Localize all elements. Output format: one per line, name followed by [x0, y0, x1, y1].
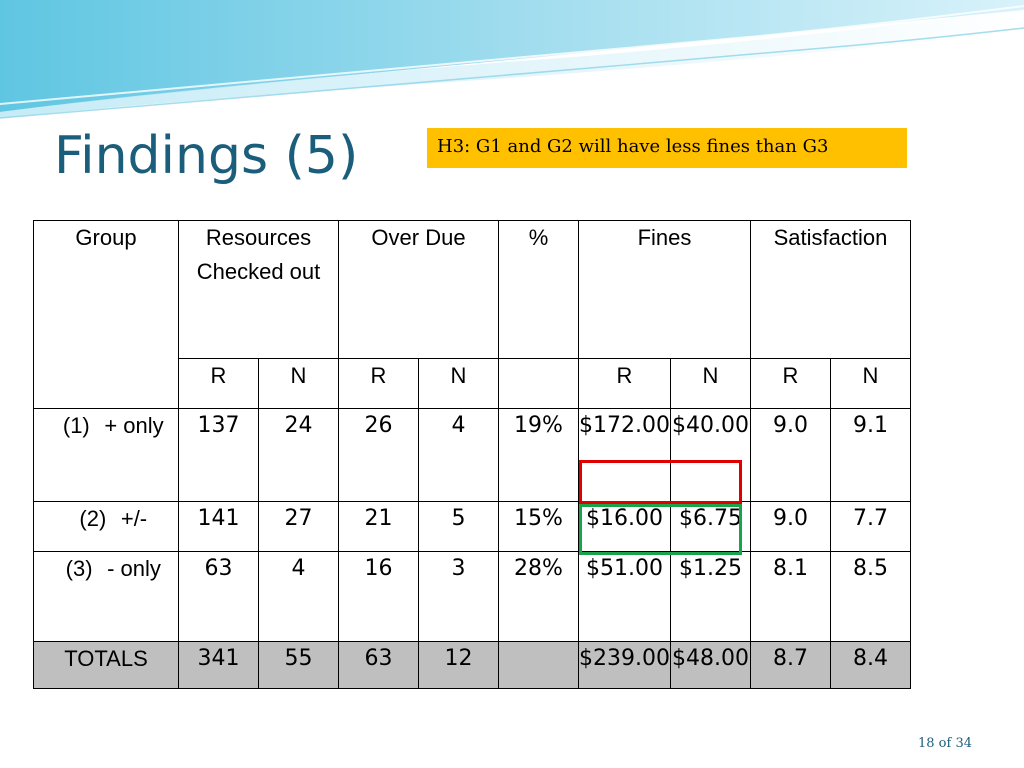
table-cell: 7.7 [829, 501, 911, 552]
subheader-cell: N [829, 358, 911, 409]
red-highlight-box [579, 460, 742, 504]
group-label: +/- [120, 506, 148, 531]
green-highlight-box [579, 504, 742, 555]
subheader-cell: R [338, 358, 419, 409]
table-cell: 19% [498, 408, 579, 502]
table-cell: 9.1 [829, 408, 911, 502]
page-number: 18 of 34 [918, 736, 972, 751]
table-cell: 27 [258, 501, 339, 552]
table-cell: 8.7 [749, 641, 831, 689]
table-cell: 12 [418, 641, 499, 689]
subheader-cell [498, 358, 579, 409]
table-cell: 4 [418, 408, 499, 502]
table-cell: 26 [338, 408, 419, 502]
table-cell: 55 [258, 641, 339, 689]
table-cell: $172.00 [578, 408, 671, 502]
group-index: (3) [65, 556, 93, 581]
table-row: (3) - only 63 4 16 3 28% $51.00 $1.25 8.1… [33, 551, 911, 642]
table-cell [498, 641, 579, 689]
header-resources: Resources Checked out [178, 220, 339, 359]
totals-label: TOTALS [33, 641, 179, 689]
table-cell: $1.25 [669, 551, 751, 642]
table-cell: 141 [178, 501, 259, 552]
table-cell: 21 [338, 501, 419, 552]
subheader-cell: R [749, 358, 831, 409]
table-cell: 8.5 [829, 551, 911, 642]
table-cell: $16.00 [578, 501, 671, 552]
findings-table: Group Resources Checked out Over Due % F… [33, 220, 911, 689]
group-index: (2) [79, 506, 107, 531]
group-cell: (2) +/- [33, 501, 179, 552]
table-cell: 137 [178, 408, 259, 502]
group-label: + only [104, 413, 164, 438]
header-over-due: Over Due [338, 220, 499, 359]
subheader-cell: R [578, 358, 671, 409]
table-cell: 341 [178, 641, 259, 689]
totals-row: TOTALS 341 55 63 12 $239.00 $48.00 8.7 8… [33, 641, 911, 689]
subheader-cell: N [669, 358, 751, 409]
group-index: (1) [62, 413, 90, 438]
table-cell: 3 [418, 551, 499, 642]
group-label: - only [107, 556, 161, 581]
table-cell: 63 [338, 641, 419, 689]
decorative-wave-banner [0, 0, 1024, 119]
table-cell: $48.00 [669, 641, 751, 689]
slide-title: Findings (5) [54, 126, 359, 186]
table-cell: 63 [178, 551, 259, 642]
group-cell: (3) - only [33, 551, 179, 642]
header-group: Group [33, 220, 179, 409]
header-fines: Fines [578, 220, 751, 359]
group-cell: (1) + only [33, 408, 179, 502]
header-percent: % [498, 220, 579, 359]
table-cell: 8.4 [829, 641, 911, 689]
table-cell: 9.0 [749, 408, 831, 502]
table-cell: 8.1 [749, 551, 831, 642]
hypothesis-box: H3: G1 and G2 will have less fines than … [427, 128, 907, 168]
subheader-cell: R [178, 358, 259, 409]
table-subheader-row: R N R N R N R N [34, 358, 911, 409]
subheader-cell: N [258, 358, 339, 409]
table-cell: 28% [498, 551, 579, 642]
table-row: (1) + only 137 24 26 4 19% $172.00 $40.00… [33, 408, 911, 502]
table-cell: 5 [418, 501, 499, 552]
table-cell: 15% [498, 501, 579, 552]
table-cell: $51.00 [578, 551, 671, 642]
table-row: (2) +/- 141 27 21 5 15% $16.00 $6.75 9.0 … [33, 501, 911, 552]
table-header-row: Group Resources Checked out Over Due % F… [33, 220, 911, 409]
subheader-cell: N [418, 358, 499, 409]
table-cell: $239.00 [578, 641, 671, 689]
table-cell: 24 [258, 408, 339, 502]
table-cell: 4 [258, 551, 339, 642]
table-cell: 9.0 [749, 501, 831, 552]
table-cell: 16 [338, 551, 419, 642]
header-satisfaction: Satisfaction [749, 220, 911, 359]
